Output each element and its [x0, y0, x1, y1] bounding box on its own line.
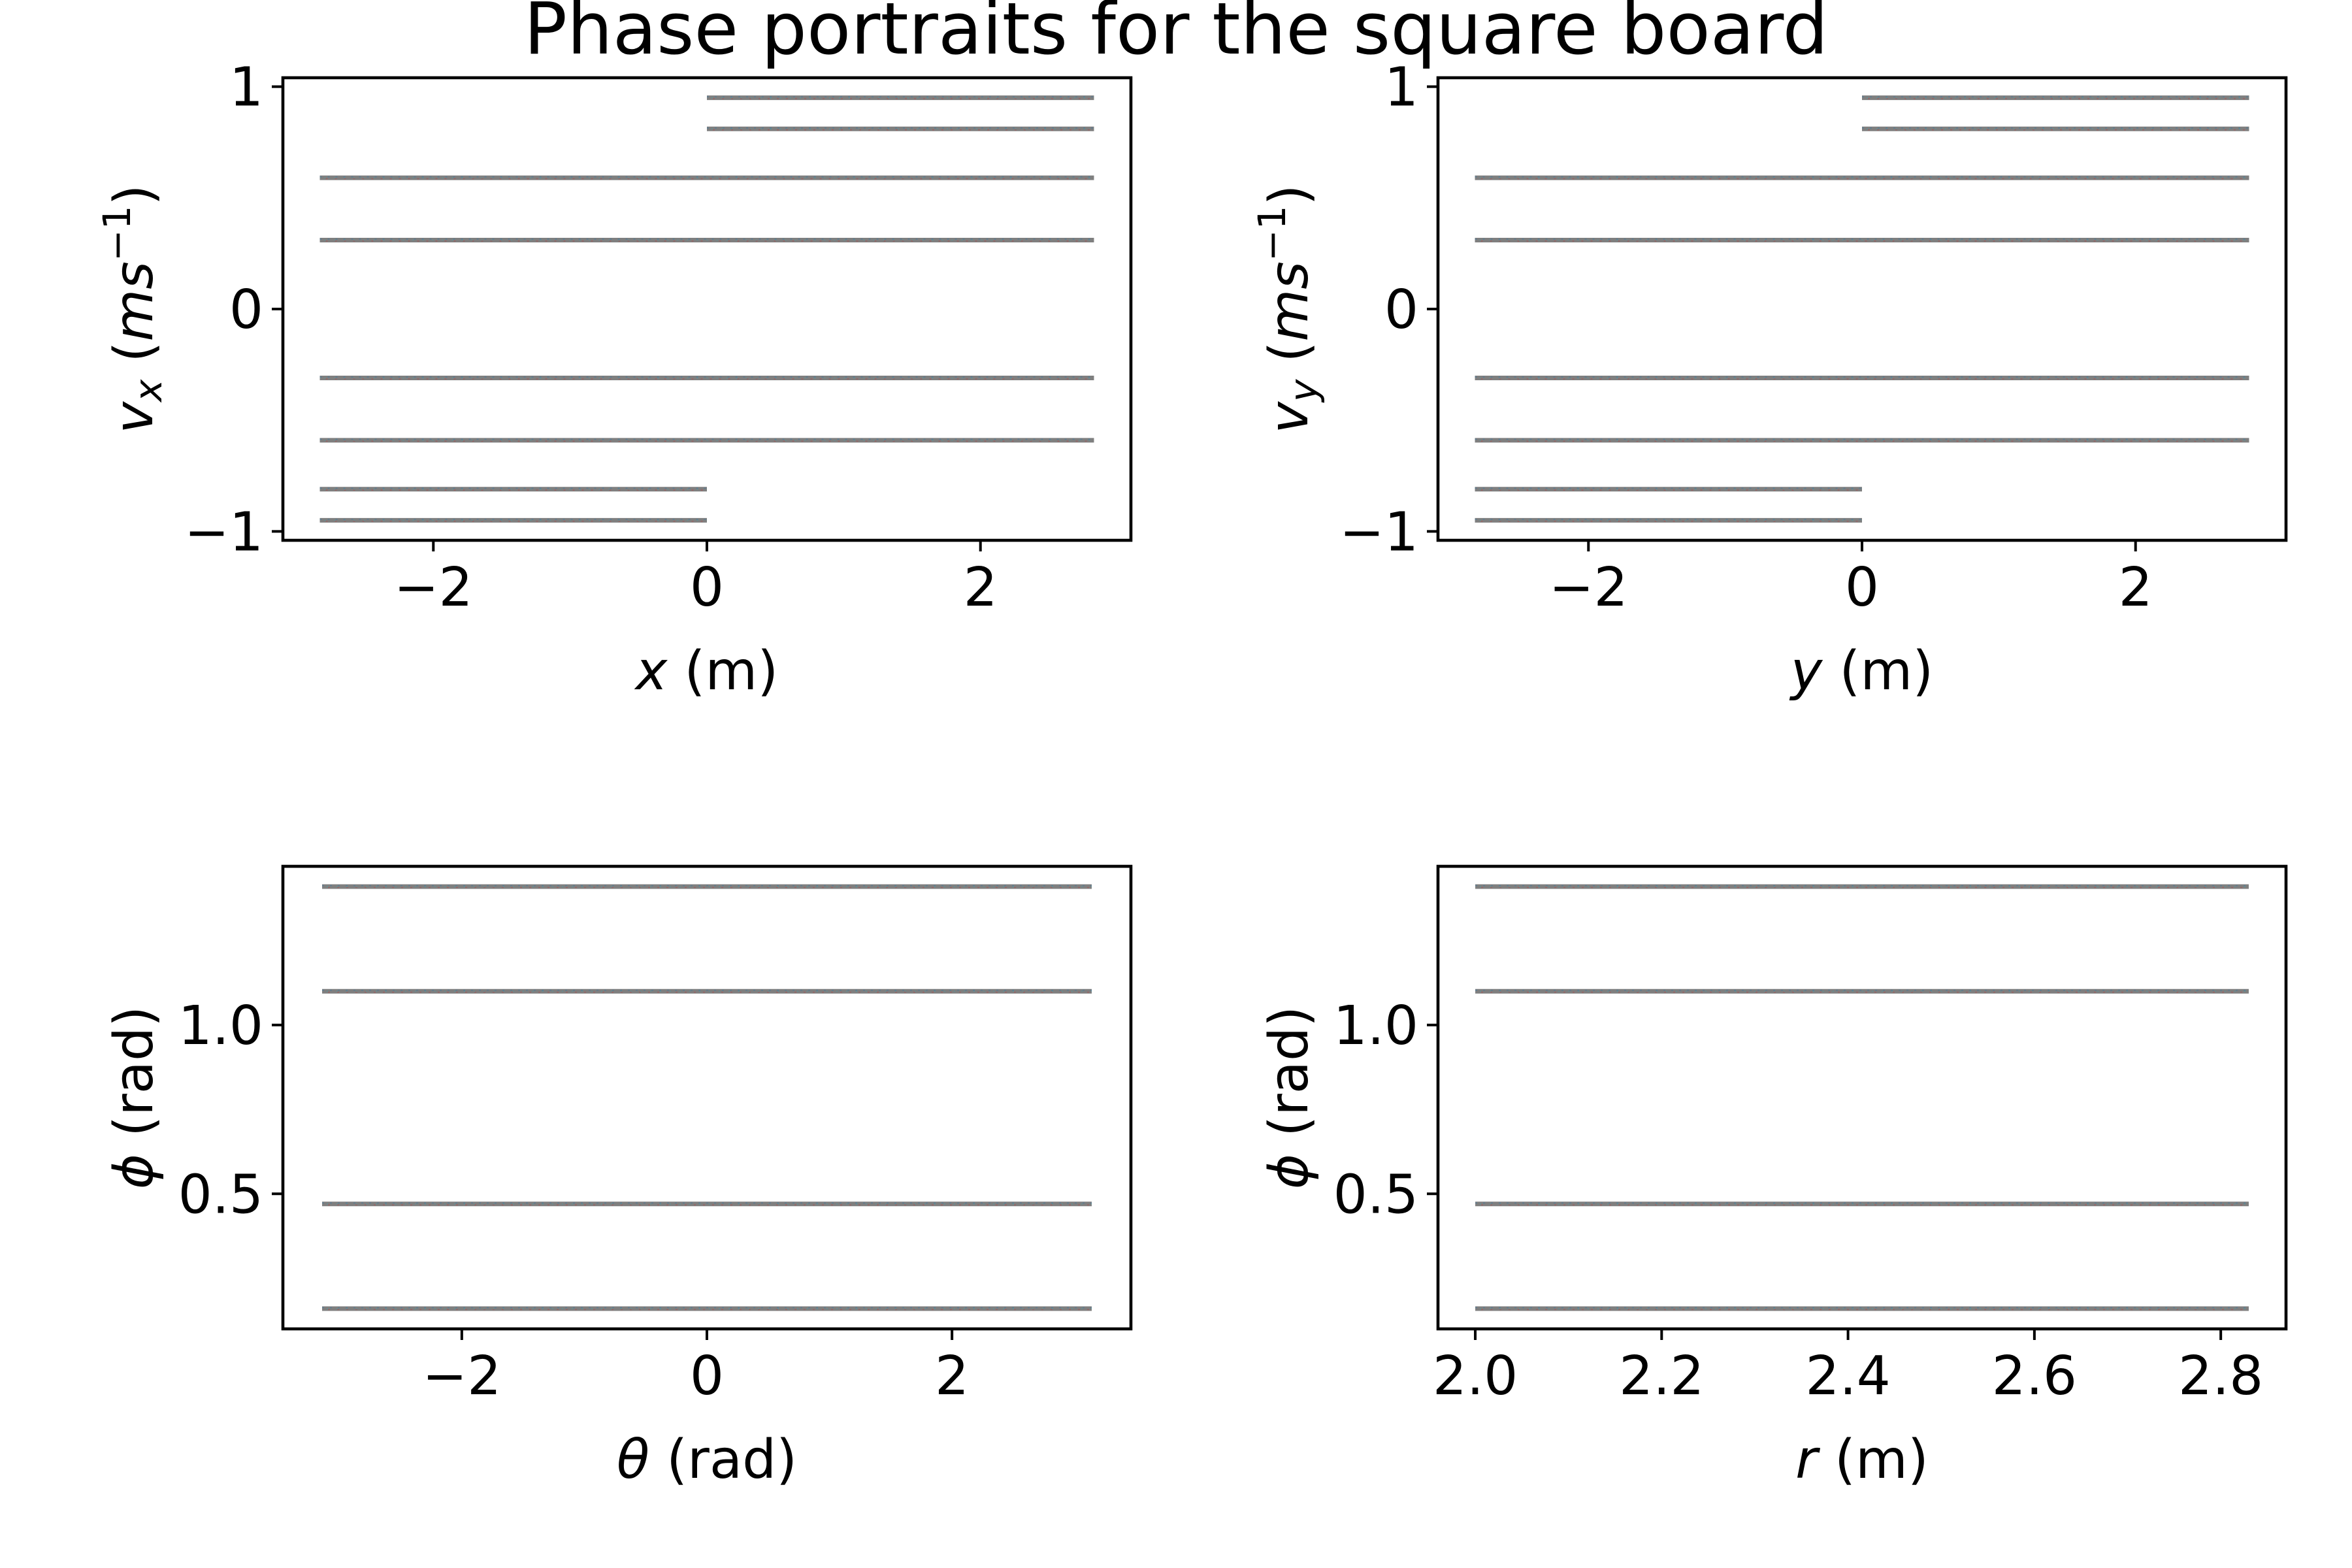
x-tick-label: 0 [1845, 557, 1879, 619]
x-tick-label: −2 [1549, 557, 1628, 619]
subplot-grid: −2 0 2 −1 0 1 x (m) vx (ms−1) −2 0 2 −1 0 1 y (m) vy (m… [95, 57, 2288, 1491]
y-tick-label: 1.0 [1333, 995, 1418, 1057]
subplot-phi_vs_r: 2.0 2.2 2.4 2.6 2.8 0.5 1.0 r (m) ϕ (rad) [1258, 864, 2288, 1491]
trajectory-band [319, 237, 1094, 242]
x-axis-label: θ (rad) [617, 1429, 797, 1491]
x-axis-label: r (m) [1795, 1429, 1929, 1491]
y-tick-label: −1 [1339, 501, 1418, 563]
x-tick-label: −2 [394, 557, 473, 619]
trajectory-band [1475, 1306, 2249, 1311]
x-tick-label: 0 [690, 557, 724, 619]
trajectory-band [707, 126, 1094, 131]
trajectory-band [319, 175, 1094, 180]
trajectory-band [322, 884, 1092, 889]
figure-title: Phase portraits for the square board [524, 0, 1829, 71]
x-tick-label: 2 [935, 1345, 969, 1407]
x-axis-label: x (m) [634, 640, 778, 702]
trajectory-band [1475, 988, 2249, 994]
trajectory-band [319, 487, 707, 492]
axes-frame [1436, 864, 2288, 1331]
y-tick-label: 0 [1384, 279, 1418, 341]
subplot-vy_vs_y: −2 0 2 −1 0 1 y (m) vy (ms−1) [1250, 57, 2288, 702]
trajectory-band [1475, 438, 2249, 443]
trajectory-band [319, 376, 1094, 381]
x-tick-label: 2 [964, 557, 998, 619]
y-axis-label: vy (ms−1) [1250, 184, 1326, 433]
trajectory-band [707, 95, 1094, 101]
subplot-phi_vs_theta: −2 0 2 0.5 1.0 θ (rad) ϕ (rad) [103, 864, 1133, 1491]
y-tick-label: 0.5 [178, 1164, 263, 1226]
trajectory-band [1475, 175, 2249, 180]
y-tick-label: 1 [229, 57, 263, 119]
y-tick-label: 0.5 [1333, 1164, 1418, 1226]
trajectory-band [1862, 95, 2249, 101]
y-tick-label: −1 [184, 501, 263, 563]
trajectory-band [319, 517, 707, 523]
trajectory-band [1475, 884, 2249, 889]
subplot-vx_vs_x: −2 0 2 −1 0 1 x (m) vx (ms−1) [95, 57, 1133, 702]
x-tick-label: 0 [690, 1345, 724, 1407]
x-axis-label: y (m) [1789, 640, 1933, 702]
y-axis-label: ϕ (rad) [103, 1006, 165, 1189]
trajectory-band [1475, 1201, 2249, 1207]
trajectory-band [1475, 487, 1862, 492]
x-tick-label: 2.0 [1433, 1345, 1518, 1407]
trajectory-band [322, 1306, 1092, 1311]
trajectory-band [322, 988, 1092, 994]
x-tick-label: 2.2 [1619, 1345, 1704, 1407]
x-tick-label: 2.6 [1992, 1345, 2077, 1407]
trajectory-band [1475, 517, 1862, 523]
y-axis-label: ϕ (rad) [1258, 1006, 1320, 1189]
y-tick-label: 1.0 [178, 995, 263, 1057]
x-tick-label: −2 [422, 1345, 501, 1407]
trajectory-band [1862, 126, 2249, 131]
x-tick-label: 2 [2119, 557, 2153, 619]
trajectory-band [1475, 376, 2249, 381]
y-tick-label: 1 [1384, 57, 1418, 119]
x-tick-label: 2.4 [1805, 1345, 1890, 1407]
trajectory-band [319, 438, 1094, 443]
y-axis-label: vx (ms−1) [95, 184, 171, 433]
trajectory-band [322, 1201, 1092, 1207]
x-tick-label: 2.8 [2178, 1345, 2263, 1407]
y-tick-label: 0 [229, 279, 263, 341]
trajectory-band [1475, 237, 2249, 242]
